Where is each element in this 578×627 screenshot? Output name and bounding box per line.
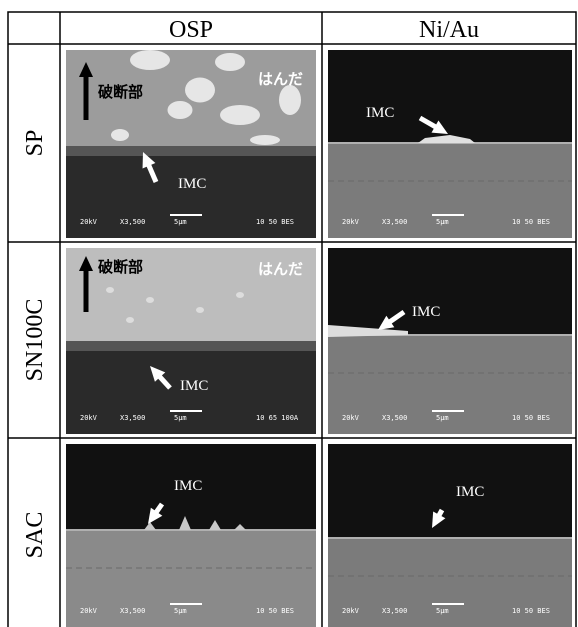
imc-layer xyxy=(66,146,316,156)
micrograph-info: 10 50 BES xyxy=(512,218,550,226)
phase-blob xyxy=(220,105,260,125)
particle xyxy=(196,307,204,313)
annotation: IMC xyxy=(180,378,208,394)
imc-layer xyxy=(66,341,316,351)
phase-blob xyxy=(168,101,193,119)
micrograph-info: X3,500 xyxy=(120,607,145,615)
column-header: OSP xyxy=(169,17,213,43)
micrograph-info: 10 50 BES xyxy=(512,607,550,615)
micrograph-info: 10 50 BES xyxy=(256,607,294,615)
micrograph-info: X3,500 xyxy=(120,218,145,226)
phase-blob xyxy=(111,129,129,141)
micrograph-info: 5μm xyxy=(436,218,449,226)
particle xyxy=(236,292,244,298)
micrograph-info: X3,500 xyxy=(382,218,407,226)
figure-table: 破断部はんだIMC20kVX3,5005μm10 50 BESIMC20kVX3… xyxy=(0,0,578,627)
phase-blob xyxy=(250,135,280,145)
micrograph-info: 10 50 BES xyxy=(512,414,550,422)
micrograph-info: X3,500 xyxy=(382,607,407,615)
micrograph-info: 5μm xyxy=(174,414,187,422)
micrograph-info: 5μm xyxy=(436,607,449,615)
annotation: IMC xyxy=(456,484,484,500)
column-header: Ni/Au xyxy=(419,17,479,43)
phase-blob xyxy=(130,50,170,70)
annotation: IMC xyxy=(366,105,394,121)
phase-blob xyxy=(185,78,215,103)
micrograph-info: 20kV xyxy=(80,414,98,422)
particle xyxy=(146,297,154,303)
row-label: SAC xyxy=(22,512,48,559)
annotation: はんだ xyxy=(258,70,303,88)
micrograph-info: 10 65 100A xyxy=(256,414,299,422)
page: {"header": {"columns": ["OSP", "Ni/Au"]}… xyxy=(0,0,578,627)
micrograph-info: 5μm xyxy=(174,607,187,615)
phase-blob xyxy=(279,85,301,115)
row-label: SP xyxy=(22,130,48,157)
particle xyxy=(126,317,134,323)
annotation: IMC xyxy=(174,478,202,494)
annotation: IMC xyxy=(412,304,440,320)
micrograph-info: 20kV xyxy=(342,414,360,422)
micrograph-info: 20kV xyxy=(342,607,360,615)
annotation: 破断部 xyxy=(98,83,143,101)
annotation: はんだ xyxy=(258,260,303,278)
micrograph-info: 10 50 BES xyxy=(256,218,294,226)
micrograph-info: 5μm xyxy=(174,218,187,226)
phase-blob xyxy=(215,53,245,71)
annotation: IMC xyxy=(178,176,206,192)
micrograph-info: X3,500 xyxy=(382,414,407,422)
annotation: 破断部 xyxy=(98,258,143,276)
micrograph-info: 20kV xyxy=(342,218,360,226)
micrograph-info: 5μm xyxy=(436,414,449,422)
row-label: SN100C xyxy=(22,299,48,382)
particle xyxy=(106,287,114,293)
micrograph-info: 20kV xyxy=(80,607,98,615)
micrograph-info: X3,500 xyxy=(120,414,145,422)
micrograph-info: 20kV xyxy=(80,218,98,226)
